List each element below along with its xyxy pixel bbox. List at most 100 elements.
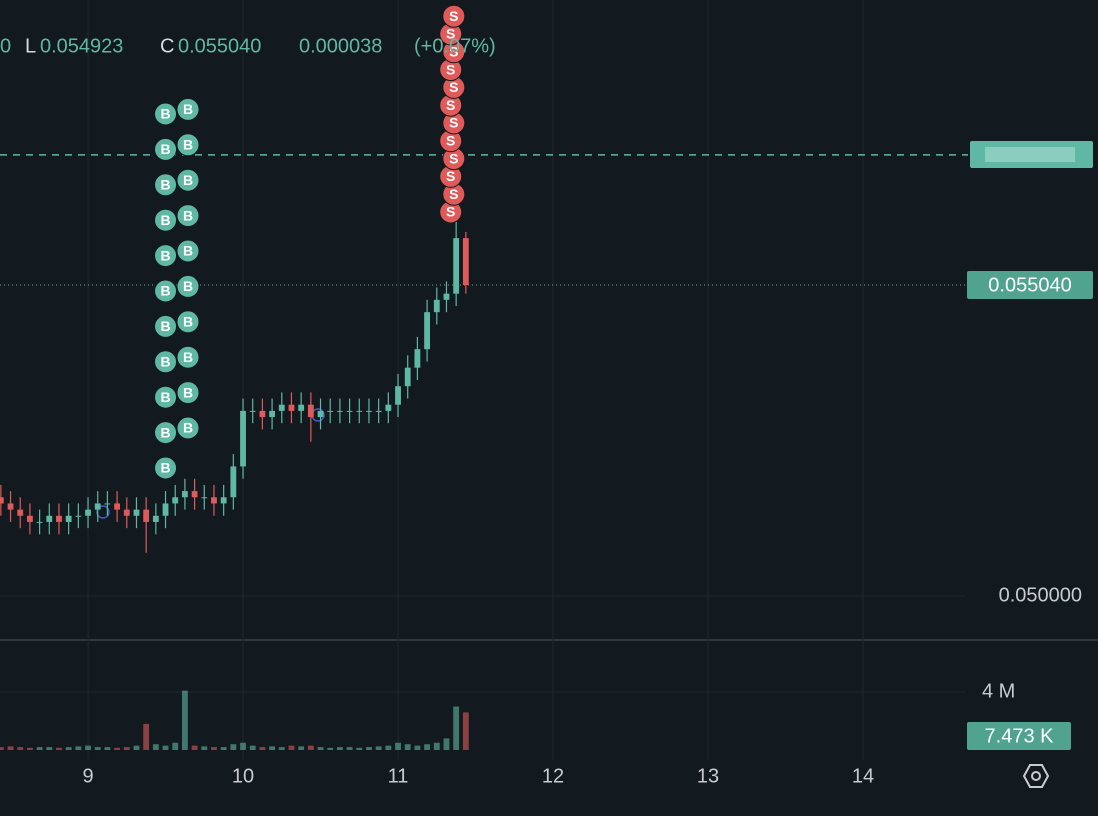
volume-bar — [433, 742, 440, 750]
volume-bar — [307, 745, 314, 750]
legend-low-label: L — [25, 35, 36, 57]
marker-label: B — [183, 314, 193, 330]
sell-marker[interactable]: S — [442, 111, 466, 135]
legend-change: 0.000038 — [299, 35, 382, 57]
candle-body — [269, 410, 276, 418]
volume-bar — [414, 745, 421, 750]
sell-marker[interactable]: S — [442, 147, 466, 171]
candle-body — [462, 238, 469, 286]
marker-label: B — [160, 318, 170, 334]
marker-label: S — [449, 79, 458, 95]
buy-marker[interactable]: B — [154, 350, 178, 374]
volume-bar — [17, 747, 24, 750]
candle-body — [143, 509, 150, 522]
buy-marker[interactable]: B — [176, 381, 200, 405]
candle-body — [424, 312, 430, 350]
candle-body — [375, 410, 382, 412]
candle-body — [327, 410, 334, 412]
buy-marker[interactable]: B — [154, 137, 178, 161]
candle-body — [298, 404, 305, 411]
marker-circle — [154, 385, 178, 409]
volume-bar — [443, 738, 450, 750]
buy-marker[interactable]: B — [154, 173, 178, 197]
buy-marker[interactable]: B — [176, 274, 200, 298]
event-marker[interactable] — [96, 505, 110, 519]
candle-body — [230, 466, 237, 498]
candle-body — [172, 497, 179, 504]
buy-marker[interactable]: B — [154, 421, 178, 445]
candle-body — [94, 503, 101, 510]
buy-marker[interactable]: B — [154, 208, 178, 232]
buy-marker[interactable]: B — [176, 416, 200, 440]
candle-body — [7, 503, 14, 510]
volume-bar — [240, 742, 246, 750]
volume-bar — [0, 747, 4, 750]
candle-body — [182, 491, 188, 498]
buy-marker[interactable]: B — [154, 314, 178, 338]
volume-bar — [123, 747, 130, 750]
candle-body — [56, 515, 62, 522]
gear[interactable] — [1022, 764, 1050, 788]
buy-marker[interactable]: B — [176, 310, 200, 334]
sell-marker[interactable]: S — [439, 58, 463, 82]
marker-label: B — [160, 460, 170, 476]
candle-body — [114, 503, 121, 510]
volume-bar — [288, 745, 295, 750]
marker-label: B — [160, 141, 170, 157]
marker-circle — [154, 350, 178, 374]
volume-bar — [36, 747, 43, 750]
marker-circle — [176, 310, 200, 334]
buy-marker[interactable]: B — [176, 239, 200, 263]
candle-body — [414, 349, 421, 368]
marker-label: S — [449, 150, 458, 166]
marker-circle — [176, 204, 200, 228]
buy-marker[interactable]: B — [154, 102, 178, 126]
candle-body — [152, 515, 159, 522]
candle-body — [36, 521, 43, 523]
volume-bar — [114, 747, 121, 750]
buy-marker[interactable]: B — [154, 385, 178, 409]
buy-marker[interactable]: B — [154, 279, 178, 303]
marker-label: B — [160, 424, 170, 440]
volume-bar — [75, 746, 82, 750]
marker-label: B — [183, 243, 193, 259]
marker-label: B — [183, 420, 193, 436]
candle-body — [317, 410, 324, 418]
x-tick-label: 9 — [82, 765, 93, 787]
sell-marker[interactable]: S — [442, 4, 466, 28]
buy-marker[interactable]: B — [176, 204, 200, 228]
x-tick-label: 12 — [542, 765, 564, 787]
candle-body — [191, 491, 198, 498]
marker-circle — [176, 168, 200, 192]
buy-marker[interactable]: B — [176, 97, 200, 121]
buy-marker[interactable]: B — [154, 244, 178, 268]
candle-body — [346, 410, 353, 412]
marker-circle — [442, 4, 466, 28]
buy-marker[interactable]: B — [176, 345, 200, 369]
candle-body — [249, 410, 256, 412]
marker-label: S — [449, 186, 458, 202]
buy-marker[interactable]: B — [154, 456, 178, 480]
volume-bar — [94, 747, 101, 750]
marker-label: B — [160, 247, 170, 263]
volume-bar — [133, 745, 140, 750]
marker-label: S — [446, 168, 455, 184]
last-price-tag — [967, 271, 1093, 300]
volume-bar — [27, 747, 33, 750]
marker-label: B — [160, 106, 170, 122]
marker-label: S — [446, 61, 455, 77]
volume-bar — [366, 747, 372, 750]
candle-body — [453, 238, 460, 294]
marker-circle — [176, 239, 200, 263]
volume-bar — [46, 747, 53, 750]
marker-label: B — [160, 212, 170, 228]
marker-label: S — [449, 44, 458, 60]
volume-bar — [453, 706, 460, 750]
volume-bar — [259, 747, 266, 750]
marker-circle — [154, 244, 178, 268]
settings-icon[interactable] — [1022, 764, 1050, 788]
gear-hole[interactable] — [1031, 771, 1041, 781]
buy-marker[interactable]: B — [176, 133, 200, 157]
volume-bar — [7, 746, 14, 750]
buy-marker[interactable]: B — [176, 168, 200, 192]
